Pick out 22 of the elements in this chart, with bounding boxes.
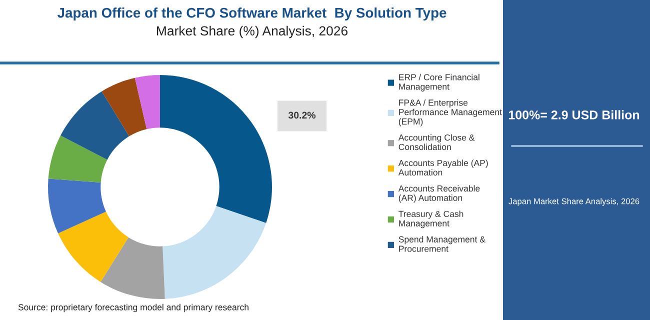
data-label: 30.2% (288, 112, 316, 119)
donut-slice (162, 206, 266, 299)
legend-label: Accounting Close & Consolidation (398, 134, 475, 150)
donut-slice (100, 237, 165, 299)
legend-label: Spend Management & Procurement (398, 236, 486, 252)
text: 100%= 2.9 USD Billion (508, 110, 640, 120)
legend-label: Accounts Payable (AP) Automation (398, 160, 488, 176)
donut-slice (48, 178, 106, 234)
donut-slice (60, 91, 130, 160)
donut-slice (160, 75, 272, 223)
legend-label: Treasury & Cash Management (398, 210, 464, 228)
source-note: Source: proprietary forecasting model and primary research (18, 304, 248, 312)
donut-slice (58, 212, 129, 282)
text: Japan Market Share Analysis, 2026 (508, 198, 640, 206)
donut-slice (48, 136, 108, 183)
donut-slice (102, 78, 147, 136)
legend-label: Accounts Receivable (AR) Automation (398, 185, 480, 203)
chart-subtitle: Market Share (%) Analysis, 2026 (157, 26, 348, 38)
chart-title: Japan Office of the CFO Software Market By Solution Type (57, 8, 446, 20)
legend-label: ERP / Core Financial Management (399, 74, 480, 92)
legend-label: FP&A / Enterprise Performance Management (EPM) (398, 99, 502, 126)
donut-slice (134, 75, 160, 130)
